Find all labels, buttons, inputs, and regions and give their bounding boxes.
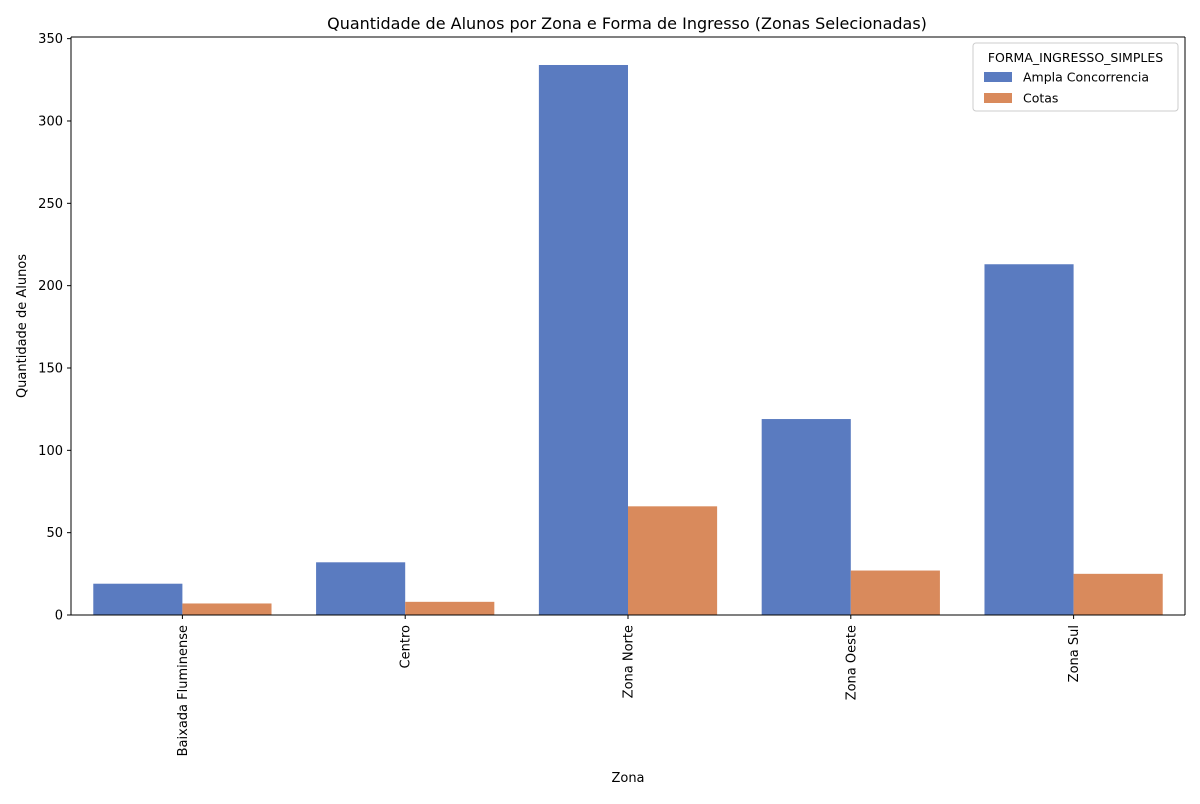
bar-ampla-concorrencia-1 [316,562,406,615]
y-tick-label: 300 [38,114,63,129]
legend-label: Ampla Concorrencia [1023,70,1149,85]
y-tick-label: 250 [38,197,63,212]
bar-cotas-1 [405,601,495,615]
bar-ampla-concorrencia-0 [93,583,183,615]
bar-ampla-concorrencia-3 [761,419,851,615]
bar-cotas-3 [850,570,940,615]
plot-area: 0 50 100 150 200 250 300 350 Baixada Fluminense C… [38,32,1186,756]
y-tick-label: 100 [38,444,63,459]
y-tick-label: 350 [38,32,63,47]
legend-box [972,42,1179,112]
x-tick-label: Zona Norte [622,625,637,698]
bar-cotas-2 [628,506,718,615]
bar-ampla-concorrencia-2 [538,64,628,616]
x-tick-label: Zona Sul [1067,625,1082,682]
y-axis-label: Quantidade de Alunos [15,254,30,398]
bar-ampla-concorrencia-4 [984,264,1074,615]
y-tick-label: 0 [55,609,63,624]
chart-title: Quantidade de Alunos por Zona e Forma de… [327,14,927,33]
legend-label: Cotas [1023,91,1058,106]
x-tick-label: Centro [399,625,414,668]
y-tick-label: 50 [46,526,63,541]
legend-title: FORMA_INGRESSO_SIMPLES [988,50,1163,65]
y-tick-label: 200 [38,279,63,294]
y-tick-label: 150 [38,361,63,376]
legend-swatch [984,72,1012,82]
legend: FORMA_INGRESSO_SIMPLES Ampla Concorrencia… [972,42,1179,112]
bar-cotas-4 [1073,573,1163,615]
x-axis-label: Zona [611,771,644,786]
bar-cotas-0 [182,603,272,615]
x-tick-label: Zona Oeste [844,625,859,700]
x-tick-label: Baixada Fluminense [176,625,191,756]
legend-swatch [984,93,1012,103]
